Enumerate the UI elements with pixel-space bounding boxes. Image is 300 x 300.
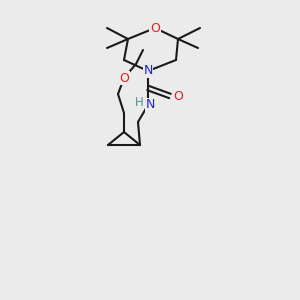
Text: H: H xyxy=(135,97,143,110)
Text: O: O xyxy=(150,22,160,34)
Text: O: O xyxy=(119,71,129,85)
Text: O: O xyxy=(173,89,183,103)
Text: N: N xyxy=(143,64,153,77)
Text: N: N xyxy=(145,98,155,112)
